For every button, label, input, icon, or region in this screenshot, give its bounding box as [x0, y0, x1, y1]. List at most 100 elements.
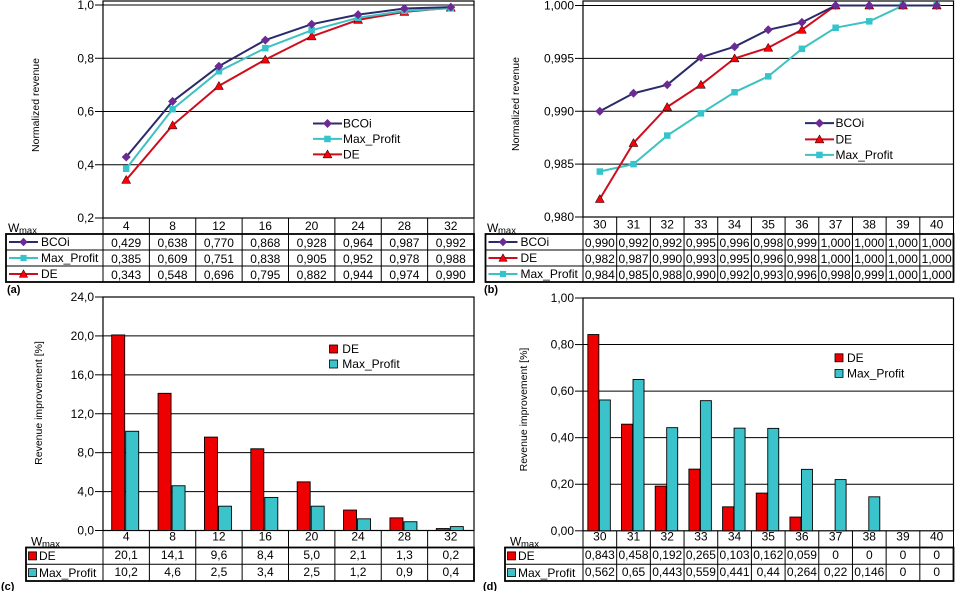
svg-text:0,162: 0,162 — [753, 548, 783, 562]
svg-text:0: 0 — [866, 548, 873, 562]
svg-text:0,795: 0,795 — [250, 268, 280, 282]
svg-text:20,1: 20,1 — [115, 548, 139, 562]
svg-text:12: 12 — [212, 219, 226, 233]
svg-text:0,770: 0,770 — [204, 236, 234, 250]
svg-text:38: 38 — [863, 217, 877, 231]
svg-text:0,987: 0,987 — [389, 236, 419, 250]
svg-text:DE: DE — [836, 132, 853, 146]
svg-text:8,4: 8,4 — [257, 548, 274, 562]
svg-text:0,00: 0,00 — [551, 524, 575, 538]
svg-text:5,0: 5,0 — [303, 548, 320, 562]
svg-text:max: max — [42, 539, 60, 550]
svg-text:1,00: 1,00 — [551, 291, 575, 305]
svg-text:0,988: 0,988 — [436, 252, 466, 266]
svg-text:0,978: 0,978 — [389, 252, 419, 266]
svg-text:0,882: 0,882 — [297, 268, 327, 282]
svg-text:1,3: 1,3 — [396, 548, 413, 562]
svg-text:0,843: 0,843 — [585, 548, 615, 562]
svg-text:Revenue improvement [%]: Revenue improvement [%] — [33, 341, 45, 465]
svg-text:Normalized revenue: Normalized revenue — [510, 57, 522, 151]
svg-text:0,992: 0,992 — [619, 236, 649, 250]
svg-text:0,103: 0,103 — [720, 548, 750, 562]
svg-text:0,944: 0,944 — [343, 268, 373, 282]
svg-text:0,928: 0,928 — [297, 236, 327, 250]
svg-text:1,000: 1,000 — [854, 252, 884, 266]
svg-text:Max_Profit: Max_Profit — [41, 251, 99, 265]
svg-text:32: 32 — [661, 217, 675, 231]
svg-text:4,6: 4,6 — [164, 565, 181, 579]
svg-text:0,40: 0,40 — [551, 431, 575, 445]
svg-text:1,000: 1,000 — [888, 236, 918, 250]
svg-text:max: max — [19, 226, 37, 237]
svg-text:Max_Profit: Max_Profit — [518, 566, 576, 580]
svg-text:0,984: 0,984 — [585, 268, 615, 282]
svg-text:max: max — [498, 226, 516, 237]
svg-text:1,0: 1,0 — [77, 0, 94, 12]
svg-text:0,2: 0,2 — [77, 211, 94, 225]
svg-text:1,000: 1,000 — [888, 252, 918, 266]
svg-text:Max_Profit: Max_Profit — [343, 132, 401, 146]
svg-text:28: 28 — [398, 219, 412, 233]
svg-text:0,265: 0,265 — [686, 548, 716, 562]
svg-text:0,992: 0,992 — [720, 268, 750, 282]
svg-text:8: 8 — [169, 529, 176, 543]
svg-text:(b): (b) — [484, 284, 498, 296]
svg-text:Max_Profit: Max_Profit — [342, 357, 400, 371]
svg-text:0,990: 0,990 — [544, 104, 574, 118]
svg-text:0,548: 0,548 — [158, 268, 188, 282]
svg-text:28: 28 — [398, 529, 412, 543]
svg-text:12: 12 — [212, 529, 226, 543]
svg-text:DE: DE — [847, 351, 864, 365]
svg-text:0: 0 — [933, 548, 940, 562]
svg-text:1,000: 1,000 — [544, 0, 574, 13]
svg-text:BCOi: BCOi — [836, 116, 865, 130]
svg-text:(c): (c) — [1, 581, 15, 591]
svg-text:0,9: 0,9 — [396, 565, 413, 579]
svg-text:0,996: 0,996 — [753, 252, 783, 266]
svg-text:0,993: 0,993 — [686, 252, 716, 266]
svg-text:0,80: 0,80 — [551, 338, 575, 352]
svg-text:1,000: 1,000 — [922, 268, 952, 282]
svg-text:32: 32 — [444, 529, 458, 543]
svg-text:0,443: 0,443 — [652, 565, 682, 579]
svg-text:0,65: 0,65 — [622, 565, 646, 579]
svg-text:Max_Profit: Max_Profit — [521, 267, 579, 281]
svg-text:4,0: 4,0 — [77, 485, 94, 499]
svg-text:14,1: 14,1 — [161, 548, 185, 562]
svg-text:35: 35 — [762, 217, 776, 231]
svg-text:4: 4 — [123, 529, 130, 543]
svg-text:0,838: 0,838 — [250, 252, 280, 266]
svg-text:0,4: 0,4 — [442, 565, 459, 579]
svg-text:Max_Profit: Max_Profit — [847, 366, 905, 380]
svg-text:DE: DE — [39, 549, 56, 563]
svg-text:0,751: 0,751 — [204, 252, 234, 266]
svg-text:10,2: 10,2 — [115, 565, 139, 579]
svg-text:DE: DE — [518, 549, 535, 563]
svg-text:37: 37 — [829, 529, 843, 543]
svg-text:0,458: 0,458 — [619, 548, 649, 562]
svg-text:0,990: 0,990 — [585, 236, 615, 250]
svg-text:38: 38 — [863, 529, 877, 543]
svg-text:0,343: 0,343 — [111, 268, 141, 282]
svg-text:0,995: 0,995 — [544, 51, 574, 65]
svg-text:24: 24 — [351, 529, 365, 543]
svg-text:1,000: 1,000 — [854, 236, 884, 250]
svg-text:0: 0 — [832, 548, 839, 562]
svg-text:0: 0 — [933, 565, 940, 579]
svg-text:0,22: 0,22 — [824, 565, 848, 579]
svg-text:0,4: 0,4 — [77, 158, 94, 172]
svg-text:39: 39 — [896, 529, 910, 543]
svg-text:39: 39 — [896, 217, 910, 231]
svg-text:Normalized revenue: Normalized revenue — [30, 58, 42, 152]
svg-text:0,993: 0,993 — [753, 268, 783, 282]
svg-text:16: 16 — [259, 529, 273, 543]
svg-text:2,5: 2,5 — [211, 565, 228, 579]
svg-text:0,264: 0,264 — [787, 565, 817, 579]
svg-text:12,0: 12,0 — [71, 407, 95, 421]
svg-text:0,059: 0,059 — [787, 548, 817, 562]
svg-text:BCOi: BCOi — [521, 235, 550, 249]
svg-text:BCOi: BCOi — [343, 117, 372, 131]
svg-text:34: 34 — [728, 217, 742, 231]
svg-text:32: 32 — [661, 529, 675, 543]
svg-text:0,385: 0,385 — [111, 252, 141, 266]
